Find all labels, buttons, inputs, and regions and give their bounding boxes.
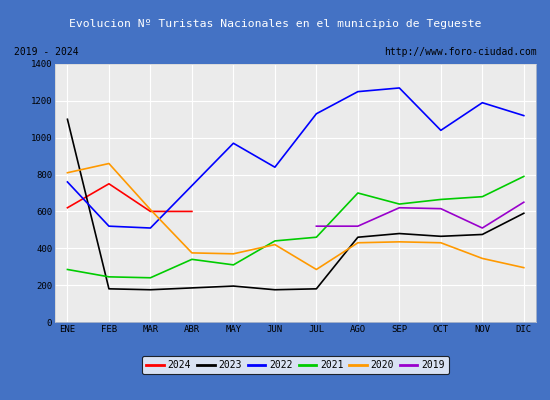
Legend: 2024, 2023, 2022, 2021, 2020, 2019: 2024, 2023, 2022, 2021, 2020, 2019 bbox=[142, 356, 449, 374]
Text: Evolucion Nº Turistas Nacionales en el municipio de Tegueste: Evolucion Nº Turistas Nacionales en el m… bbox=[69, 19, 481, 29]
Text: 2019 - 2024: 2019 - 2024 bbox=[14, 47, 78, 57]
Text: http://www.foro-ciudad.com: http://www.foro-ciudad.com bbox=[384, 47, 536, 57]
